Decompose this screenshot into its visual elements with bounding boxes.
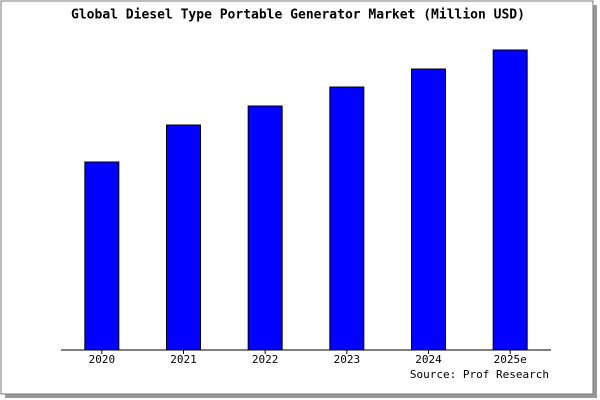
bar: [411, 68, 446, 351]
source-note: Source: Prof Research: [410, 368, 549, 381]
bar: [329, 86, 365, 351]
bar: [166, 124, 201, 351]
x-tick-label: 2022: [252, 353, 279, 366]
x-tick-label: 2021: [170, 353, 197, 366]
x-tick-label: 2020: [89, 353, 116, 366]
plot-area: [61, 45, 551, 350]
chart-title: Global Diesel Type Portable Generator Ma…: [71, 8, 525, 23]
bar: [247, 105, 283, 351]
x-tick-label: 2023: [334, 353, 361, 366]
bar: [492, 49, 528, 351]
x-tick-label: 2025e: [494, 353, 527, 366]
x-tick-label: 2024: [415, 353, 442, 366]
bar: [84, 161, 120, 351]
